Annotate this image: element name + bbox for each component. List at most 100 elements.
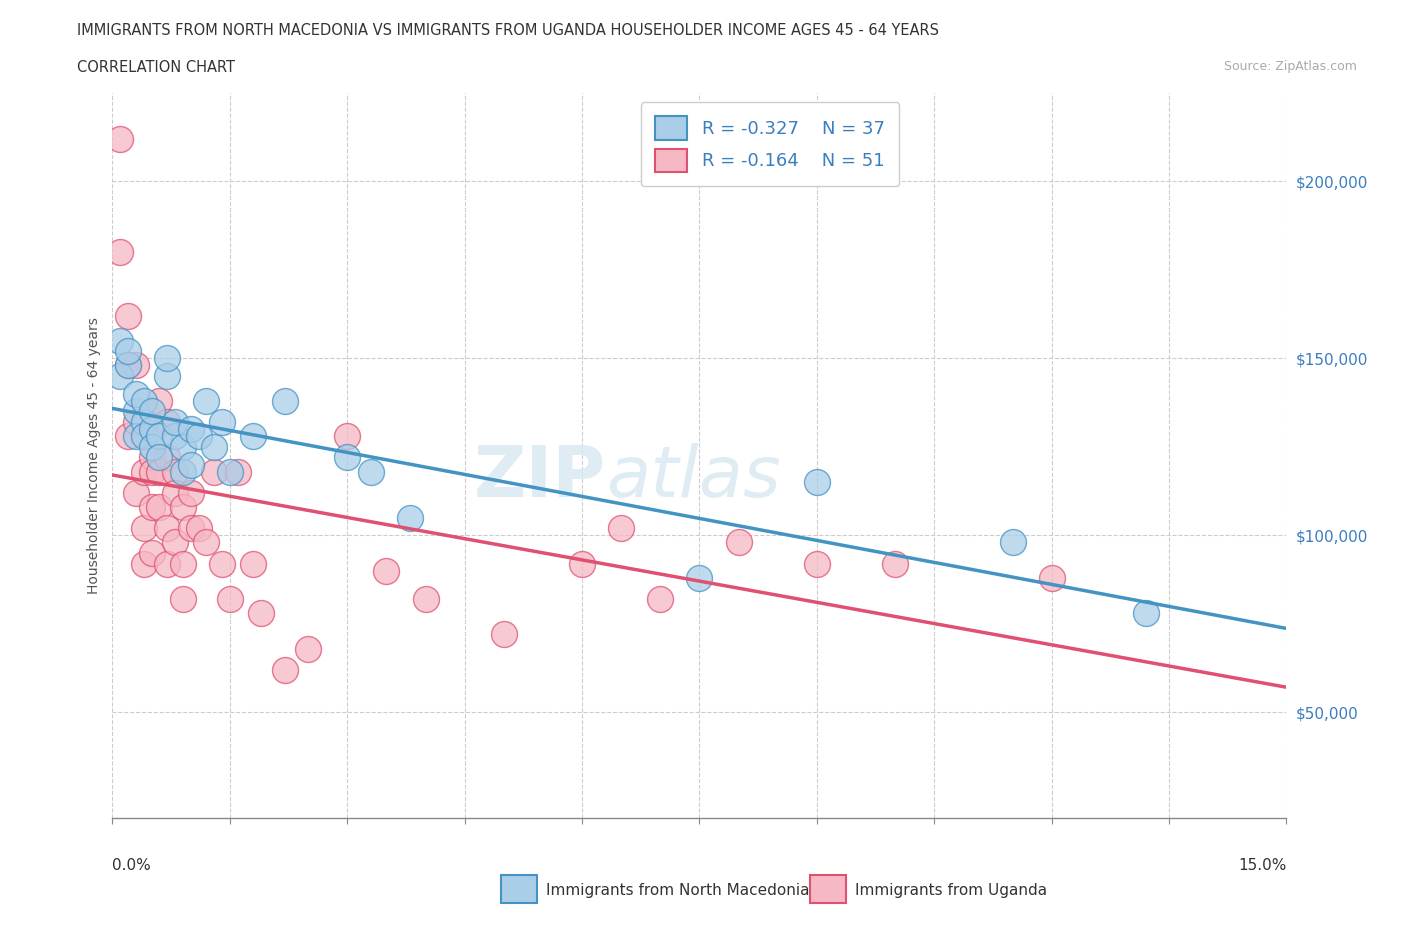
Point [360,464,382,479]
Point [1135,605,1157,620]
Point [132,429,155,444]
Text: CORRELATION CHART: CORRELATION CHART [77,60,235,75]
Point [211,415,233,430]
Point [650,591,672,606]
Point [117,309,139,324]
Point [165,535,187,550]
Point [242,556,264,571]
Point [727,535,749,550]
Point [165,485,187,500]
Point [180,521,202,536]
Point [156,556,179,571]
Text: atlas: atlas [606,443,780,512]
Point [148,464,170,479]
Point [110,333,132,348]
Point [110,131,132,146]
Point [141,404,163,418]
Point [806,475,828,490]
Point [273,393,295,408]
Text: 0.0%: 0.0% [112,858,152,873]
Point [141,464,163,479]
Point [125,386,148,401]
Point [117,358,139,373]
Point [110,245,132,259]
Point [202,464,225,479]
Point [172,591,194,606]
Point [165,464,187,479]
Point [884,556,907,571]
Point [806,556,828,571]
Point [202,439,225,454]
Point [156,368,179,383]
Point [172,464,194,479]
Point [250,605,273,620]
Point [336,450,359,465]
Point [132,464,155,479]
Point [180,485,202,500]
Point [141,450,163,465]
Point [117,344,139,359]
Point [141,499,163,514]
Point [148,450,170,465]
Point [156,521,179,536]
Point [180,421,202,436]
Point [172,556,194,571]
Point [132,521,155,536]
Point [165,415,187,430]
Point [195,535,218,550]
Text: ZIP: ZIP [474,443,606,512]
Point [156,450,179,465]
Point [132,415,155,430]
Point [125,429,148,444]
Point [165,429,187,444]
Point [336,429,359,444]
Point [218,464,242,479]
Point [187,429,209,444]
Point [211,556,233,571]
Point [399,511,422,525]
Text: IMMIGRANTS FROM NORTH MACEDONIA VS IMMIGRANTS FROM UGANDA HOUSEHOLDER INCOME AGE: IMMIGRANTS FROM NORTH MACEDONIA VS IMMIG… [77,23,939,38]
Bar [810,875,846,903]
Point [132,556,155,571]
Point [148,393,170,408]
Point [156,415,179,430]
Point [132,393,155,408]
Point [125,358,148,373]
Point [172,499,194,514]
Bar [501,875,537,903]
Point [688,570,710,585]
Point [148,429,170,444]
Text: Immigrants from North Macedonia: Immigrants from North Macedonia [546,884,808,898]
Point [195,393,218,408]
Point [141,546,163,561]
Legend: R = -0.327    N = 37, R = -0.164    N = 51: R = -0.327 N = 37, R = -0.164 N = 51 [641,102,900,186]
Point [218,591,242,606]
Point [1001,535,1024,550]
Text: 15.0%: 15.0% [1239,858,1286,873]
Point [1040,570,1063,585]
Point [172,439,194,454]
Point [297,641,319,656]
Point [226,464,249,479]
Y-axis label: Householder Income Ages 45 - 64 years: Householder Income Ages 45 - 64 years [87,317,101,594]
Point [125,415,148,430]
Point [148,499,170,514]
Point [117,429,139,444]
Point [415,591,437,606]
Point [273,662,295,677]
Text: Immigrants from Uganda: Immigrants from Uganda [855,884,1047,898]
Point [125,485,148,500]
Point [180,458,202,472]
Point [141,439,163,454]
Point [141,421,163,436]
Point [571,556,593,571]
Text: Source: ZipAtlas.com: Source: ZipAtlas.com [1223,60,1357,73]
Point [156,351,179,365]
Point [492,627,515,642]
Point [117,358,139,373]
Point [110,368,132,383]
Point [375,564,398,578]
Point [125,404,148,418]
Point [610,521,633,536]
Point [242,429,264,444]
